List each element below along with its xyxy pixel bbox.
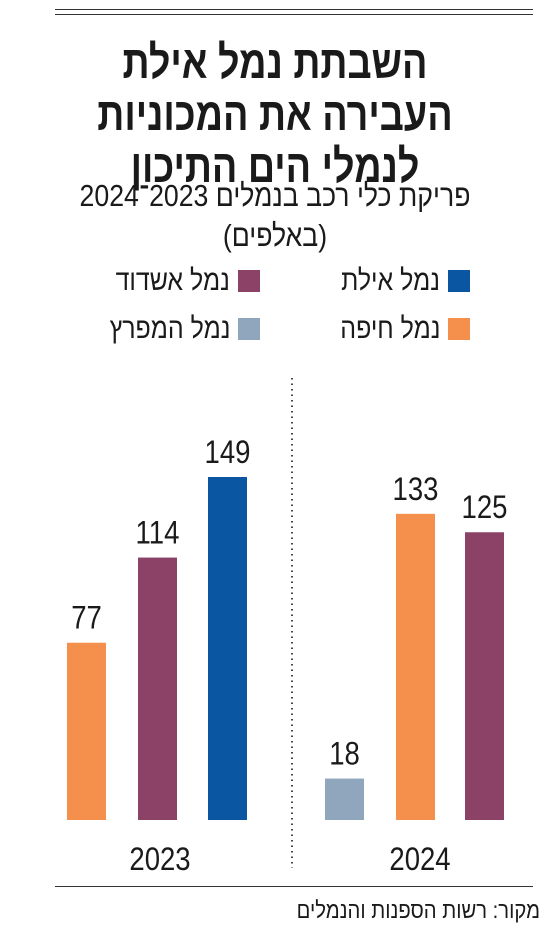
legend-item-eilat: נמל אילת [280,264,470,298]
data-label-2024-0: 18 [329,737,360,772]
chart-title: השבתת נמל אילת העבירה את המכוניות לנמלי … [82,36,467,192]
legend-item-ashdod: נמל אשדוד [60,264,260,298]
subtitle-line: (באלפים) [222,218,328,253]
bar-2024-2 [465,532,504,820]
data-label-2024-2: 125 [462,490,508,525]
legend-swatch-mifrats [238,318,260,340]
source-note: מקור: רשות הספנות והנמלים [296,897,540,923]
category-label-2024: 2024 [389,842,450,877]
bottom-rule [55,886,533,887]
data-label-2023-2: 149 [205,435,251,470]
title-line: העבירה את המכוניות [97,88,453,140]
bar-2023-2 [208,477,247,820]
bar-2024-0 [325,778,364,820]
legend-swatch-eilat [448,270,470,292]
chart-subtitle: פריקת כלי רכב בנמלים 2023־2024 (באלפים) [64,176,485,256]
legend-swatch-ashdod [238,270,260,292]
legend-item-mifrats: נמל המפרץ [60,312,260,346]
data-label-2024-1: 133 [393,472,439,507]
top-rule-2 [55,14,533,15]
bar-2023-0 [67,642,106,820]
data-label-2023-1: 114 [136,516,180,551]
subtitle-line: פריקת כלי רכב בנמלים 2023־2024 [79,178,471,213]
legend-label-haifa: נמל חיפה [339,313,440,345]
data-label-2023-0: 77 [71,601,102,636]
legend-label-eilat: נמל אילת [341,265,440,297]
title-line: השבתת נמל אילת [122,36,428,88]
title-line: לנמלי הים התיכון [130,140,420,192]
legend: נמל אילת נמל אשדוד נמל חיפה נמל המפרץ [50,264,470,346]
category-label-2023: 2023 [129,842,190,877]
legend-label-ashdod: נמל אשדוד [115,265,230,297]
legend-swatch-haifa [448,318,470,340]
top-rule [55,9,533,10]
bar-2024-1 [396,513,435,820]
bar-2023-1 [138,557,177,820]
legend-label-mifrats: נמל המפרץ [109,313,230,345]
legend-item-haifa: נמל חיפה [280,312,470,346]
